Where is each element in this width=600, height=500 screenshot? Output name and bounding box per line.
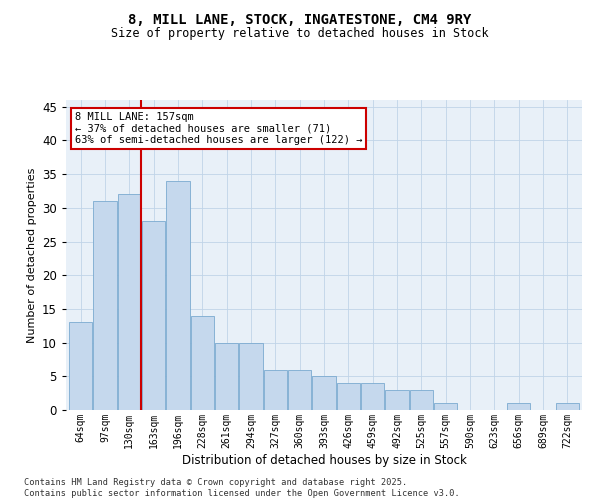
Bar bbox=[215, 342, 238, 410]
Bar bbox=[556, 404, 579, 410]
Bar bbox=[142, 222, 165, 410]
Bar bbox=[94, 201, 116, 410]
Bar bbox=[410, 390, 433, 410]
Bar bbox=[239, 342, 263, 410]
Text: Size of property relative to detached houses in Stock: Size of property relative to detached ho… bbox=[111, 28, 489, 40]
Bar bbox=[118, 194, 141, 410]
Bar bbox=[313, 376, 335, 410]
X-axis label: Distribution of detached houses by size in Stock: Distribution of detached houses by size … bbox=[182, 454, 466, 466]
Bar bbox=[288, 370, 311, 410]
Bar bbox=[337, 383, 360, 410]
Bar bbox=[434, 404, 457, 410]
Bar bbox=[191, 316, 214, 410]
Bar bbox=[264, 370, 287, 410]
Bar bbox=[361, 383, 384, 410]
Bar bbox=[385, 390, 409, 410]
Bar bbox=[507, 404, 530, 410]
Bar bbox=[69, 322, 92, 410]
Text: Contains HM Land Registry data © Crown copyright and database right 2025.
Contai: Contains HM Land Registry data © Crown c… bbox=[24, 478, 460, 498]
Text: 8, MILL LANE, STOCK, INGATESTONE, CM4 9RY: 8, MILL LANE, STOCK, INGATESTONE, CM4 9R… bbox=[128, 12, 472, 26]
Bar bbox=[166, 181, 190, 410]
Y-axis label: Number of detached properties: Number of detached properties bbox=[26, 168, 37, 342]
Text: 8 MILL LANE: 157sqm
← 37% of detached houses are smaller (71)
63% of semi-detach: 8 MILL LANE: 157sqm ← 37% of detached ho… bbox=[74, 112, 362, 146]
